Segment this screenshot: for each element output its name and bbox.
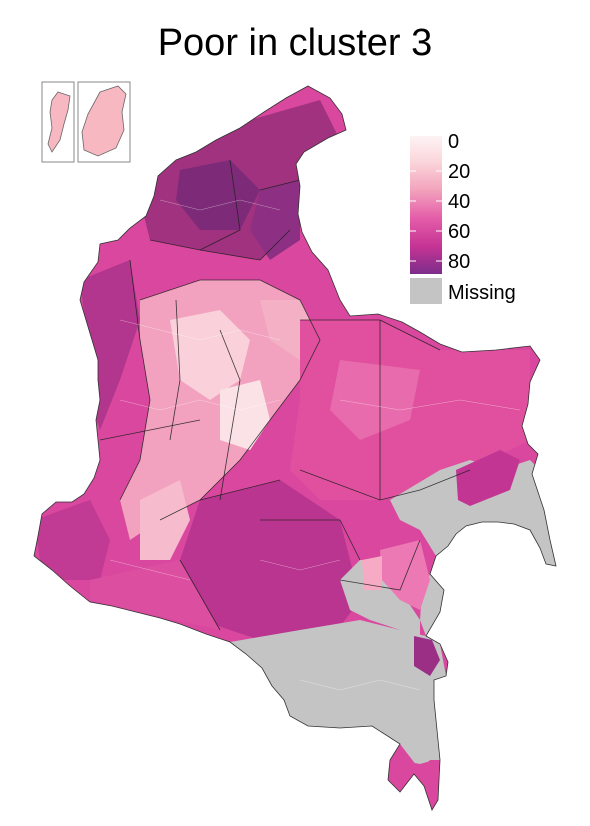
colombia-map	[33, 85, 557, 811]
legend-color-bar	[410, 136, 442, 274]
legend-tick-20: 20	[448, 161, 470, 183]
map-title: Poor in cluster 3	[157, 22, 433, 64]
legend-tick-40: 40	[448, 191, 470, 213]
legend-tick-80: 80	[448, 251, 470, 273]
legend-missing-label: Missing	[448, 282, 516, 304]
legend-missing-swatch	[410, 278, 442, 304]
inset-islands	[41, 81, 131, 163]
legend-tick-0: 0	[448, 131, 459, 153]
legend: 0 20 40 60 80 Missing	[410, 131, 516, 304]
legend-tick-60: 60	[448, 221, 470, 243]
